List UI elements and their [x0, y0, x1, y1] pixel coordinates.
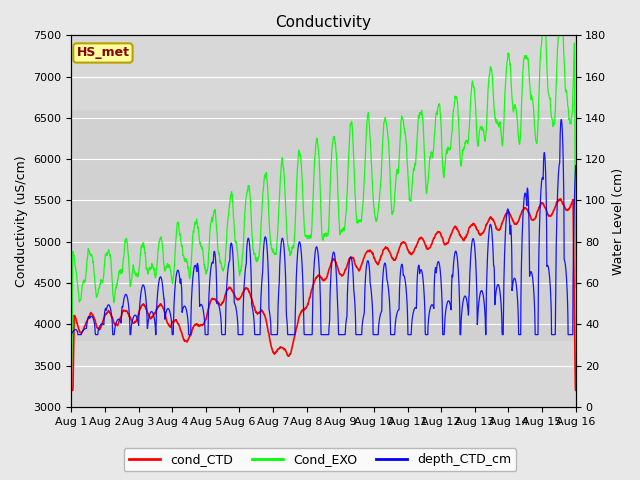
- Y-axis label: Water Level (cm): Water Level (cm): [612, 168, 625, 275]
- Title: Conductivity: Conductivity: [275, 15, 371, 30]
- Bar: [72, 109, 575, 341]
- Legend: cond_CTD, Cond_EXO, depth_CTD_cm: cond_CTD, Cond_EXO, depth_CTD_cm: [124, 448, 516, 471]
- Y-axis label: Conductivity (uS/cm): Conductivity (uS/cm): [15, 156, 28, 287]
- Text: HS_met: HS_met: [76, 47, 129, 60]
